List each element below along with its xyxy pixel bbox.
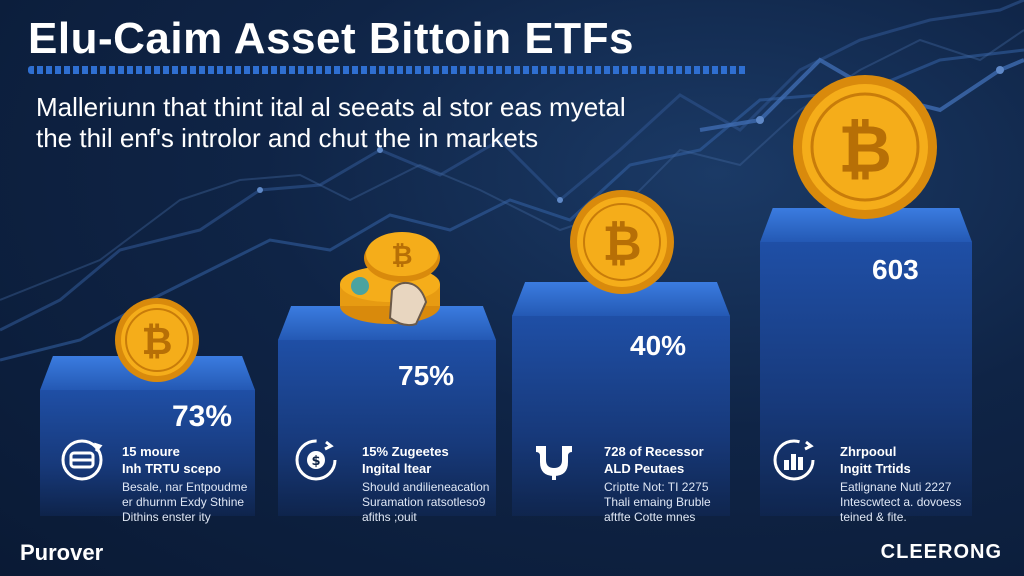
stat-4-body: Eatlignane Nuti 2227 Intescwtect a. dovo…	[840, 480, 962, 524]
stat-3-body: Criptte Not: TI 2275 Thali emaing Bruble…	[604, 480, 711, 524]
stat-1-body: Besale, nar Entpoudme er dhurnm Exdy Sth…	[122, 480, 248, 524]
dollar-cycle-icon: $	[295, 439, 337, 481]
svg-text:₿: ₿	[391, 241, 412, 271]
stat-2-heading: 15% Zugeetes Ingital ltear	[362, 444, 449, 476]
brand-logo-left: Purover	[20, 540, 104, 565]
stat-2-body: Should andilieneacation Suramation ratso…	[362, 480, 490, 524]
stat-4-heading: Zhrpooul Ingitt Trtids	[840, 444, 911, 476]
bitcoin-coin-icon-3: ₿	[793, 75, 937, 219]
hand-coin-icon	[536, 446, 572, 480]
svg-text:$: $	[311, 454, 320, 469]
stat-1-heading: 15 moure Inh TRTU scepo	[122, 444, 221, 476]
svg-text:₿: ₿	[838, 111, 892, 188]
pillar-2	[278, 306, 496, 516]
pillar-1-value: 73%	[172, 400, 233, 433]
brand-logo-right: CLEERONG	[880, 541, 1002, 563]
bitcoin-coin-icon: ₿	[115, 298, 199, 382]
subtitle-line-1: Malleriunn that thint ital al seeats al …	[36, 92, 626, 122]
pillar-4	[760, 208, 972, 516]
title-underline	[28, 66, 748, 74]
stat-3-heading: 728 of Recessor ALD Peutaes	[604, 444, 704, 476]
page-title: Elu-Caim Asset Bittoin ETFs	[28, 14, 634, 63]
svg-text:₿: ₿	[142, 319, 173, 363]
pillar-3	[512, 282, 730, 516]
pillar-4-value: 603	[872, 254, 919, 285]
subtitle-line-2: the thil enf's introlor and chut the in …	[36, 123, 539, 153]
refresh-coin-icon	[61, 439, 103, 481]
coin-stack-icon: ₿	[340, 232, 440, 327]
pillar-3-value: 40%	[630, 330, 687, 361]
bar-chart-cycle-icon	[773, 439, 815, 481]
pillar-2-value: 75%	[398, 360, 455, 391]
svg-text:₿: ₿	[602, 216, 641, 272]
bitcoin-coin-icon-2: ₿	[570, 190, 674, 294]
page-subtitle: Malleriunn that thint ital al seeats al …	[36, 92, 626, 154]
